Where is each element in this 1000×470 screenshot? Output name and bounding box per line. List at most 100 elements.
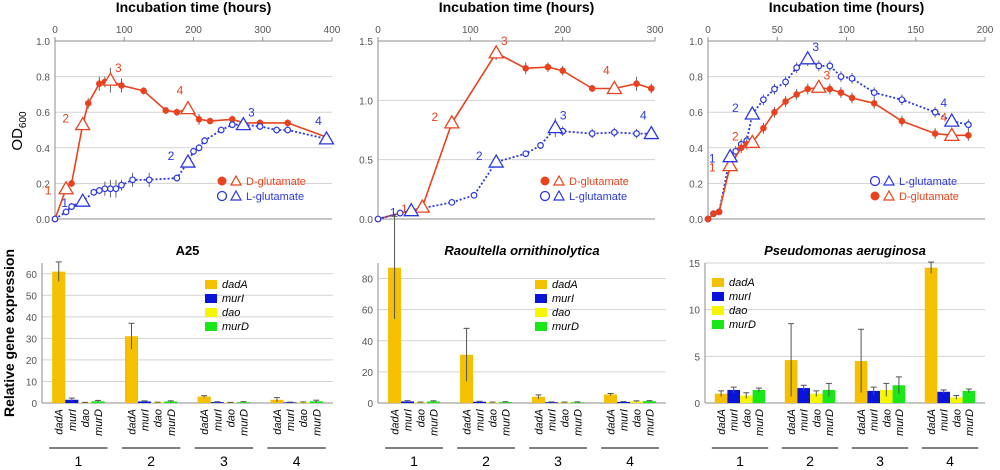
group-label: 3 xyxy=(876,453,884,469)
sample-marker-label: 1 xyxy=(709,152,716,166)
gene-tick-label: murI xyxy=(403,409,415,431)
data-point xyxy=(206,117,214,125)
bar-murI xyxy=(797,388,810,403)
bar-dao xyxy=(630,401,643,403)
y-tick-label: 5 xyxy=(694,352,700,363)
legend-swatch xyxy=(535,308,547,317)
bar-murI xyxy=(727,389,740,403)
legend-triangle xyxy=(229,189,243,201)
gene-tick-label: dadA xyxy=(606,409,618,435)
data-point xyxy=(190,147,197,155)
gene-tick-label: dao xyxy=(298,409,310,427)
y-tick-label: 60 xyxy=(362,306,374,317)
legend-label: dao xyxy=(552,307,570,319)
x-tick-label: 200 xyxy=(977,25,994,36)
y-tick-label: 0.0 xyxy=(36,215,50,226)
gene-tick-label: murD xyxy=(894,409,906,436)
data-point xyxy=(588,85,596,92)
x-tick-label: 100 xyxy=(462,25,479,36)
bar-murI xyxy=(138,401,152,403)
gene-tick-label: dao xyxy=(80,409,92,427)
data-point xyxy=(68,180,75,187)
legend-label: L-glutamate xyxy=(569,191,627,203)
group-label: 1 xyxy=(74,453,82,469)
sample-marker-label: 2 xyxy=(476,149,483,163)
y-tick-label: 0 xyxy=(367,399,373,410)
group-label: 3 xyxy=(220,453,228,469)
line-panel-2: 0.0 0.5 1.0 1.50 100 200 300 Incubation time (h… xyxy=(359,0,664,226)
sample-marker-label: 3 xyxy=(115,61,122,75)
x-tick-label: 400 xyxy=(324,25,341,36)
gene-tick-label: dao xyxy=(487,409,499,427)
bar-murI xyxy=(283,402,297,403)
data-point xyxy=(522,150,530,158)
bar-murD xyxy=(752,389,766,403)
sample-marker-triangle xyxy=(318,130,335,145)
legend-swatch xyxy=(712,306,724,315)
sample-marker-triangle xyxy=(414,198,431,213)
data-point xyxy=(559,67,566,74)
sample-marker-label: 4 xyxy=(640,109,647,123)
data-point xyxy=(396,209,404,217)
legend-swatch xyxy=(535,280,547,289)
data-point xyxy=(793,91,800,98)
gene-tick-label: murI xyxy=(475,409,487,431)
y-tick-label: 50 xyxy=(26,291,38,302)
legend-swatch xyxy=(205,322,217,331)
data-point xyxy=(793,64,801,72)
gene-tick-label: dao xyxy=(153,409,165,427)
group-label: 4 xyxy=(946,453,954,469)
y-tick-label: 80 xyxy=(362,275,374,286)
x-tick-label: 0 xyxy=(52,25,58,36)
y-tick-label: 0.4 xyxy=(689,144,703,155)
data-point xyxy=(771,85,778,93)
sample-marker-label: 4 xyxy=(603,63,610,77)
line-panel-1: 0.0 0.2 0.4 0.6 0.8 1.00 100 200 300 400 Incubatio… xyxy=(36,0,341,226)
sample-marker-triangle xyxy=(74,192,91,207)
legend-triangle xyxy=(882,174,896,186)
sample-marker-label: 2 xyxy=(732,129,739,143)
bar-dadA xyxy=(52,271,66,403)
data-point xyxy=(522,64,530,72)
gene-tick-label: murD xyxy=(428,409,440,436)
data-point xyxy=(173,174,181,182)
sample-marker-label: 2 xyxy=(62,112,69,126)
x-tick-label: 100 xyxy=(838,25,855,36)
gene-tick-label: dadA xyxy=(716,409,728,435)
sample-marker-triangle xyxy=(643,125,660,140)
bar-chart-title: Pseudomonas aeruginosa xyxy=(764,243,926,258)
x-tick-label: 300 xyxy=(254,25,271,36)
x-tick-label: 150 xyxy=(907,25,924,36)
legend-circle xyxy=(869,175,881,187)
gene-tick-label: dao xyxy=(415,409,427,427)
gene-tick-label: dao xyxy=(951,409,963,427)
data-point xyxy=(448,198,456,206)
gene-tick-label: murD xyxy=(964,409,976,436)
ylabel-od-main: OD xyxy=(9,128,26,151)
bar-dao xyxy=(740,395,753,403)
legend-circle xyxy=(217,176,227,186)
legend-label: murD xyxy=(729,319,756,331)
legend-label: murI xyxy=(552,293,574,305)
sample-marker-label: 1 xyxy=(45,184,52,198)
data-point xyxy=(870,100,878,107)
gene-tick-label: murD xyxy=(311,409,323,436)
data-point xyxy=(284,119,291,127)
data-point xyxy=(374,215,382,223)
gene-tick-label: murI xyxy=(869,409,881,431)
series-line-L-glutamate xyxy=(54,123,327,220)
data-point xyxy=(704,215,712,223)
sample-marker-label: 4 xyxy=(177,84,184,98)
sample-marker-triangle xyxy=(179,100,197,115)
x-axis-title: Incubation time (hours) xyxy=(439,0,595,15)
sample-marker-triangle xyxy=(74,116,91,131)
group-label: 1 xyxy=(736,453,744,469)
legend-swatch xyxy=(712,320,724,329)
y-tick-label: 0.0 xyxy=(689,215,703,226)
data-point xyxy=(544,63,552,71)
y-tick-label: 0.8 xyxy=(36,73,50,84)
y-tick-label: 0 xyxy=(31,399,37,410)
data-point xyxy=(273,126,281,134)
